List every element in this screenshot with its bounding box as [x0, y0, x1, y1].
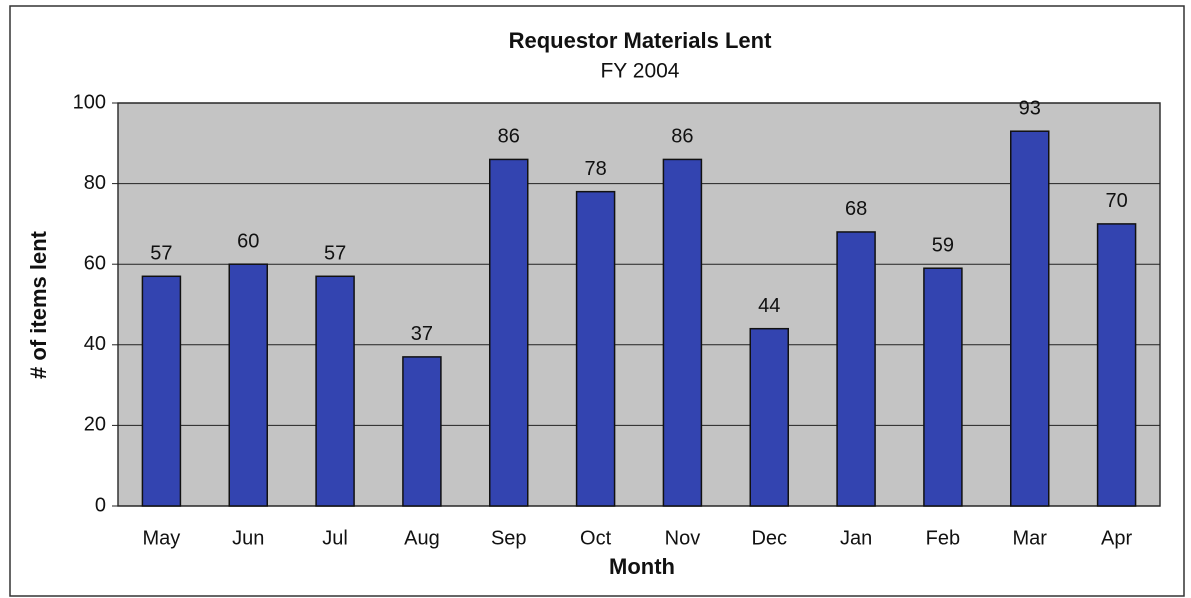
data-label: 59	[932, 235, 954, 257]
y-tick-label: 20	[84, 414, 106, 436]
bar	[402, 356, 442, 507]
bar	[662, 158, 703, 507]
y-tick-label: 40	[84, 333, 106, 355]
y-tick-label: 0	[95, 494, 106, 516]
bar	[228, 263, 268, 507]
x-tick-label: Dec	[751, 527, 787, 549]
y-axis-label: # of items lent	[26, 230, 51, 379]
x-tick-label: Jul	[322, 527, 348, 549]
data-label: 68	[845, 198, 867, 220]
chart-title: Requestor Materials Lent	[509, 28, 773, 53]
data-label: 57	[150, 243, 172, 265]
y-tick-label: 60	[84, 252, 106, 274]
y-tick-label: 80	[84, 172, 106, 194]
bar	[836, 231, 876, 507]
data-label: 70	[1105, 190, 1127, 212]
chart-subtitle: FY 2004	[600, 60, 679, 83]
data-label: 57	[324, 243, 346, 265]
bar	[1010, 130, 1050, 507]
data-label: 93	[1019, 97, 1041, 119]
bar	[141, 275, 182, 507]
bar	[923, 267, 963, 507]
x-tick-label: May	[143, 527, 181, 549]
x-tick-label: Oct	[580, 527, 612, 549]
x-tick-label: Nov	[665, 527, 701, 549]
data-label: 86	[671, 126, 693, 148]
x-tick-label: Feb	[926, 527, 960, 549]
data-label: 78	[584, 158, 606, 180]
bar	[1096, 223, 1137, 507]
y-tick-label: 100	[73, 91, 106, 113]
data-label: 44	[758, 295, 780, 317]
x-tick-label: Sep	[491, 527, 527, 549]
x-tick-label: Jun	[232, 527, 264, 549]
data-label: 60	[237, 230, 259, 252]
plot-area	[117, 102, 1161, 507]
x-axis-label: Month	[609, 554, 675, 579]
x-tick-label: Jan	[840, 527, 872, 549]
bar	[315, 275, 355, 507]
data-label: 86	[498, 126, 520, 148]
x-tick-label: Aug	[404, 527, 440, 549]
bar	[489, 158, 529, 507]
x-tick-label: Apr	[1101, 527, 1132, 549]
bar	[575, 190, 616, 507]
data-label: 37	[411, 323, 433, 345]
bar	[749, 327, 789, 507]
x-tick-label: Mar	[1013, 527, 1048, 549]
